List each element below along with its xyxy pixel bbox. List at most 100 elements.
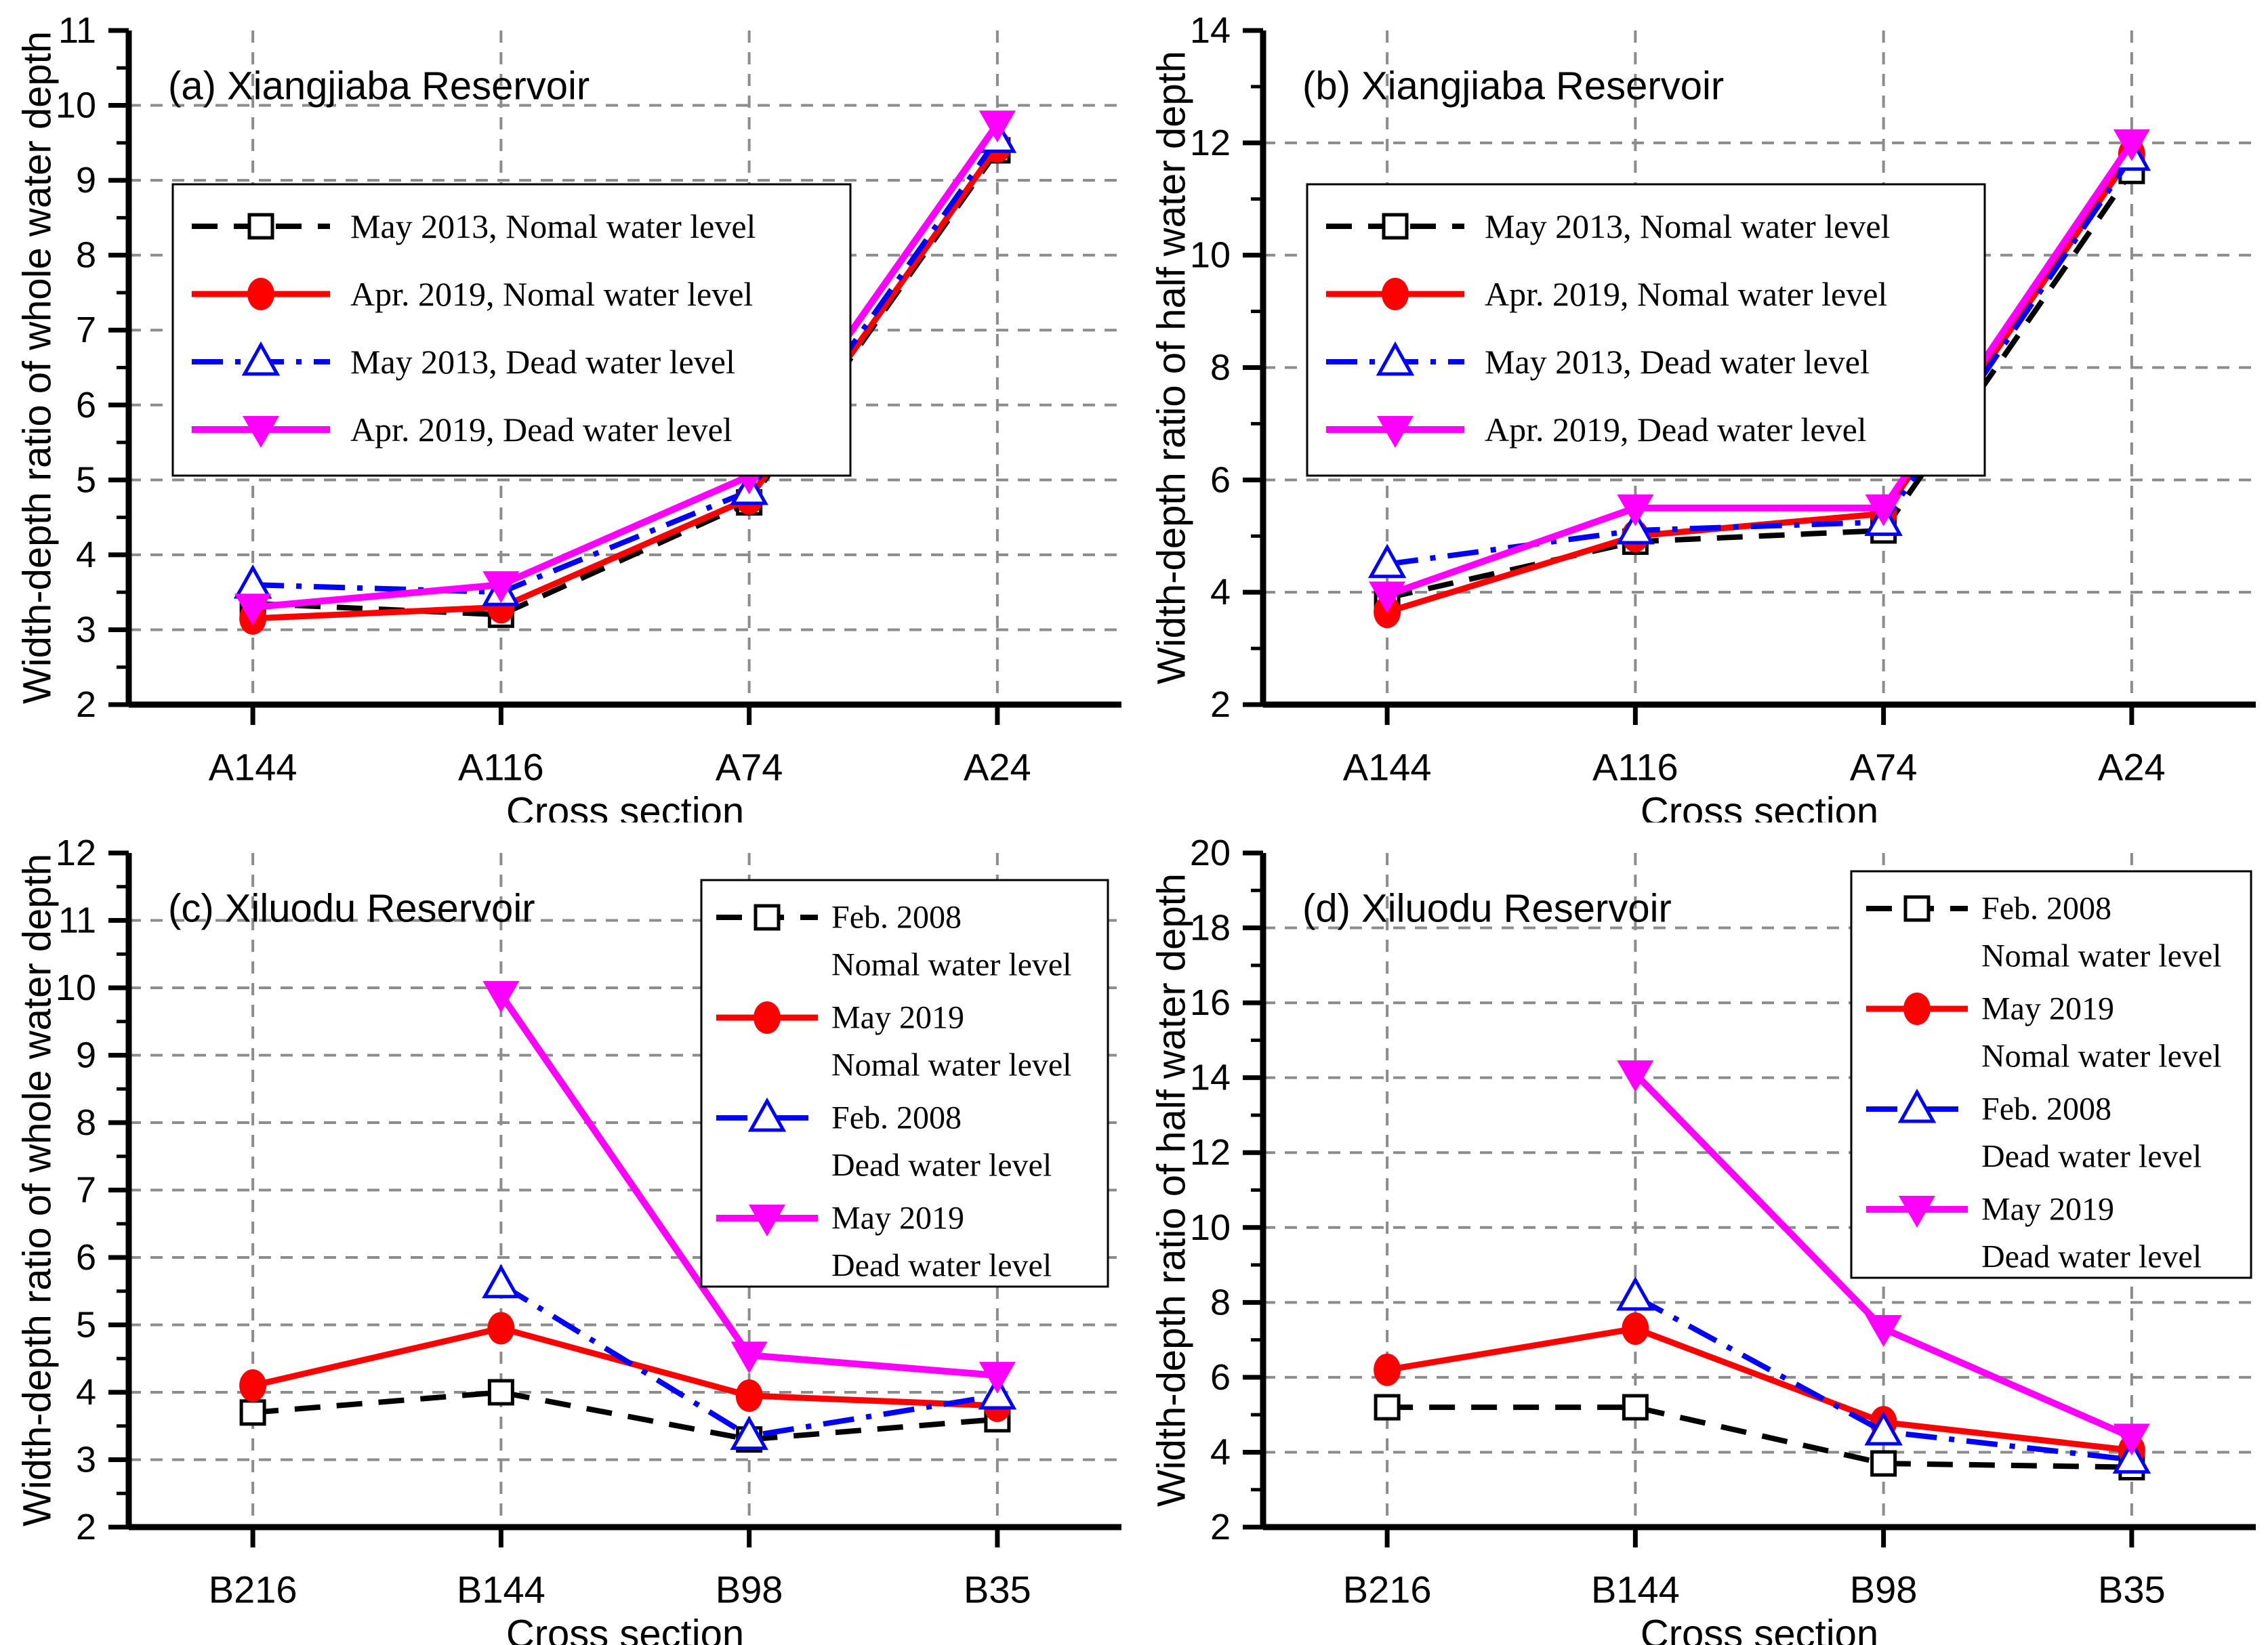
panel-a-chart: 2 3 4 5 6 7 8 9 10 11 A144 A116 A74 A24 (a) Xiangjiaba… [16,10,1121,822]
y-axis-title: Width-depth ratio of whole water depth [16,854,60,1526]
panel-title: (a) Xiangjiaba Reservoir [168,64,590,108]
x-tick-label-a24: A24 [2098,746,2166,789]
filled-triangle-down-marker-icon [1865,1315,1902,1348]
filled-triangle-down-marker-icon [482,980,520,1013]
panel-b-xiangjiaba-half-depth: 2 4 6 8 10 12 14 A144 A116 A74 A24 (b) Xiangjiaba R… [1134,0,2268,822]
legend-label-line2: Nomal water level [831,1047,1072,1083]
filled-triangle-down-marker-icon [1617,494,1654,526]
y-tick-label: 9 [76,160,96,201]
legend-label-line2: Nomal water level [1981,1039,2222,1075]
open-triangle-marker-icon [1367,543,1407,579]
filled-triangle-down-marker-icon [2113,129,2150,161]
y-tick-label: 6 [76,385,96,425]
y-tick-label: 5 [76,1305,96,1346]
panel-c-chart: 2 3 4 5 6 7 8 9 10 11 12 B216 B144 B98 B35 (c) Xiluodu … [16,833,1121,1645]
series-line [252,122,1000,611]
axes [1243,850,2256,1547]
legend-marker-icon [1376,341,1415,376]
legend-marker-icon [247,278,274,310]
y-tick-label: 11 [58,900,96,941]
legend: May 2013, Nomal water level Apr. 2019, No… [1306,183,1986,477]
open-square-marker-icon [239,1399,266,1426]
y-tick-label: 3 [76,609,96,650]
filled-circle-marker-icon [735,1379,763,1412]
x-tick-label-b216: B216 [1343,1568,1432,1611]
open-triangle-marker-icon [1864,1411,1903,1446]
legend-label-line2: Dead water level [831,1148,1052,1184]
filled-circle-marker-icon [1374,1353,1401,1386]
series-d-3 [1616,1276,2151,1474]
legend-label-line2: Nomal water level [1981,938,2222,974]
y-tick-label: 6 [1210,1357,1231,1398]
open-triangle-marker-icon [2112,1439,2151,1474]
y-tick-label: 8 [76,1102,96,1143]
y-tick-label: 20 [1190,833,1231,873]
legend-marker-icon [243,416,279,448]
y-tick-label: 8 [76,235,96,276]
axes [108,850,1121,1547]
legend-marker-icon [754,1001,781,1034]
y-tick-label: 2 [76,1507,96,1547]
filled-triangle-down-marker-icon [978,1362,1016,1394]
axes [1243,28,2256,725]
y-tick-label: 5 [76,459,96,500]
y-tick-label: 7 [76,310,96,350]
filled-circle-marker-icon [487,1312,515,1345]
legend-label-line1: May 2019 [831,1201,964,1236]
y-tick-label: 2 [1210,1507,1231,1547]
legend: May 2013, Nomal water level Apr. 2019, No… [171,183,852,477]
filled-triangle-down-marker-icon [2113,1423,2150,1456]
x-tick-label-a74: A74 [716,746,783,789]
y-tick-label: 12 [1190,1132,1231,1173]
y-tick-label: 12 [56,833,96,873]
x-tick-label-b216: B216 [209,1568,297,1611]
series-d-4 [1617,1060,2150,1456]
panel-b-chart: 2 4 6 8 10 12 14 A144 A116 A74 A24 (b) Xiangjiaba R… [1150,10,2256,823]
x-tick-label-b98: B98 [1850,1568,1918,1611]
filled-triangle-down-marker-icon [1369,581,1406,614]
legend-marker-icon [754,904,781,931]
x-axis-title: Cross section [1641,790,1878,823]
open-square-marker-icon [1870,1450,1897,1477]
legend-marker-icon [241,341,281,376]
filled-triangle-down-marker-icon [234,594,272,626]
legend-label-line1: Feb. 2008 [831,900,962,936]
y-tick-label: 4 [1210,1432,1231,1472]
series-line [1386,169,2135,601]
legend-label-line2: Dead water level [831,1248,1052,1284]
open-triangle-marker-icon [1616,1276,1655,1311]
open-triangle-marker-icon [233,564,272,599]
open-triangle-marker-icon [1616,509,1655,545]
y-tick-label: 4 [76,535,96,575]
filled-triangle-down-marker-icon [978,110,1016,143]
legend-marker-icon [1897,1088,1937,1123]
y-tick-label: 7 [76,1170,96,1211]
legend-marker-icon [1382,278,1409,310]
legend-marker-icon [1899,1196,1935,1228]
y-tick-label: 8 [1210,1282,1231,1323]
x-tick-label-a144: A144 [1343,746,1432,789]
x-tick-label-a116: A116 [1592,746,1678,789]
x-axis-title: Cross section [1641,1612,1878,1645]
legend: Feb. 2008 Nomal water level May 2019 Nomal … [1850,870,2252,1279]
legend-marker-icon [747,1097,787,1132]
legend-marker-icon [247,213,274,240]
series-line [252,144,1000,622]
filled-triangle-down-marker-icon [730,1341,768,1374]
y-tick-label: 2 [76,684,96,725]
legend-label: Apr. 2019, Dead water level [1485,411,1867,449]
x-tick-label-b144: B144 [1591,1568,1680,1611]
open-square-marker-icon [487,1379,514,1406]
legend-label-line1: Feb. 2008 [831,1100,962,1136]
x-tick-label-b98: B98 [716,1568,783,1611]
panel-d-chart: 2 4 6 8 10 12 14 16 18 20 B216 B144 B98 B35 (d) Xiluod… [1150,833,2256,1645]
panel-a-xiangjiaba-whole-depth: 2 3 4 5 6 7 8 9 10 11 A144 A116 A74 A24 (a) Xiangjiaba… [0,0,1134,822]
legend-label: May 2013, Dead water level [1485,343,1870,381]
y-tick-label: 18 [1190,908,1231,949]
y-tick-label: 8 [1210,348,1231,388]
open-square-marker-icon [1374,1394,1401,1421]
open-triangle-marker-icon [482,1264,520,1299]
y-tick-label: 10 [1190,1207,1231,1248]
legend-label: May 2013, Dead water level [350,343,735,381]
